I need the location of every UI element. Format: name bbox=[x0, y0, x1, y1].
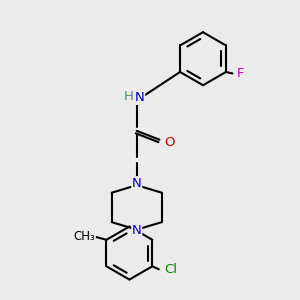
Text: F: F bbox=[236, 67, 244, 80]
Text: CH₃: CH₃ bbox=[74, 230, 95, 243]
Text: N: N bbox=[135, 92, 145, 104]
Text: H: H bbox=[124, 90, 134, 103]
Text: O: O bbox=[164, 136, 174, 149]
Text: N: N bbox=[132, 177, 142, 190]
Text: N: N bbox=[132, 224, 142, 237]
Text: Cl: Cl bbox=[164, 263, 177, 276]
